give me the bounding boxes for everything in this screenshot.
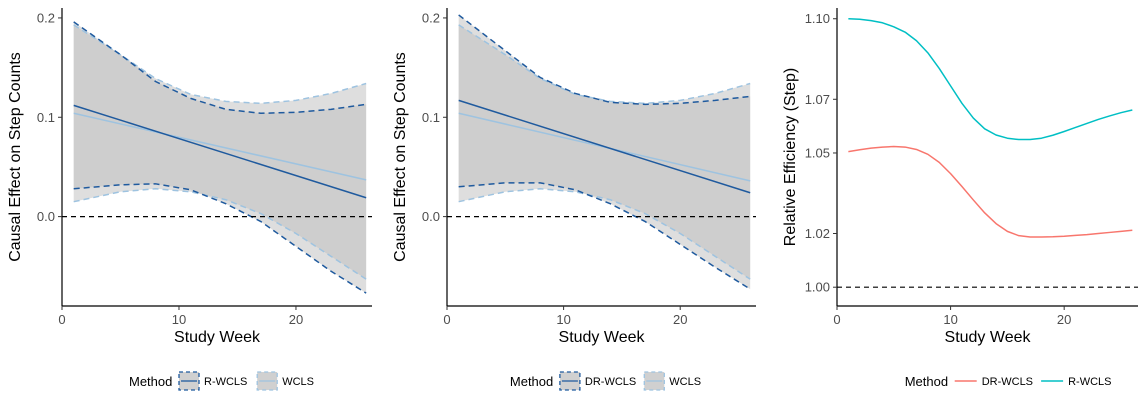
- legend-label-dr-wcls: DR-WCLS: [585, 376, 636, 388]
- y-tick-label: 0.1: [422, 110, 440, 125]
- ci-lower-dr-wcls: [458, 182, 751, 290]
- legend-title: Method: [905, 374, 948, 389]
- x-axis-title: Study Week: [945, 329, 1032, 346]
- y-tick-label: 0.1: [37, 110, 55, 125]
- ci-lower-wcls: [73, 188, 367, 280]
- y-tick-label: 0.0: [37, 209, 55, 224]
- legend-label-wcls: WCLS: [669, 376, 701, 388]
- y-tick-label: 1.10: [805, 11, 830, 26]
- chart-panel-1: 0.0 0.1 0.2 0 10 20 Study Week Causal Effect on…: [7, 8, 372, 391]
- y-tick-label: 1.02: [805, 226, 830, 241]
- x-tick-label: 10: [556, 312, 570, 327]
- series-line-dr-wcls: [458, 99, 751, 194]
- legend: Method DR-WCLS WCLS: [510, 371, 701, 391]
- x-tick-label: 0: [833, 312, 840, 327]
- x-tick-label: 20: [289, 312, 303, 327]
- y-axis-title: Causal Effect on Step Counts: [392, 52, 409, 262]
- chart-panel-2: 0.0 0.1 0.2 0 10 20 Study Week Causal Effect on…: [392, 8, 756, 391]
- legend-label-dr-wcls: DR-WCLS: [982, 376, 1033, 388]
- series-line-r-wcls: [73, 104, 367, 199]
- plot-area: [447, 14, 756, 290]
- x-tick-label: 20: [673, 312, 687, 327]
- legend: Method R-WCLS WCLS: [129, 371, 314, 391]
- y-tick-label: 1.00: [805, 280, 830, 295]
- x-tick-label: 10: [943, 312, 957, 327]
- legend: Method DR-WCLS R-WCLS: [905, 374, 1112, 389]
- ci-upper-wcls: [458, 24, 751, 105]
- x-tick-label: 20: [1057, 312, 1071, 327]
- legend-title: Method: [510, 374, 553, 389]
- ci-upper-r-wcls: [73, 21, 367, 115]
- legend-label-r-wcls: R-WCLS: [1068, 376, 1111, 388]
- y-axis-title: Causal Effect on Step Counts: [7, 52, 24, 262]
- y-tick-label: 1.07: [805, 92, 830, 107]
- ci-band-dr-wcls: [458, 14, 751, 290]
- series-line-dr-wcls: [848, 145, 1133, 238]
- x-tick-label: 0: [443, 312, 450, 327]
- series-line-wcls: [73, 112, 367, 181]
- x-axis-title: Study Week: [174, 329, 261, 346]
- legend-label-wcls: WCLS: [282, 376, 314, 388]
- ci-lower-wcls: [458, 188, 751, 280]
- y-tick-label: 0.2: [37, 10, 55, 25]
- ci-upper-dr-wcls: [458, 14, 751, 106]
- legend-title: Method: [129, 374, 172, 389]
- ci-lower-r-wcls: [73, 183, 367, 294]
- plot-area: [837, 17, 1138, 288]
- x-tick-label: 0: [58, 312, 65, 327]
- y-tick-label: 0.2: [422, 10, 440, 25]
- ci-upper-wcls: [73, 24, 367, 105]
- x-axis-title: Study Week: [559, 329, 646, 346]
- chart-panel-3: 1.00 1.02 1.05 1.07 1.10 0 10 20 Study Week Relat…: [782, 8, 1138, 389]
- y-tick-label: 1.05: [805, 145, 830, 160]
- y-axis-title: Relative Efficiency (Step): [782, 68, 799, 246]
- plot-area: [62, 21, 372, 294]
- ci-band-r-wcls: [73, 21, 367, 294]
- y-tick-label: 0.0: [422, 209, 440, 224]
- x-tick-label: 10: [172, 312, 186, 327]
- series-line-r-wcls: [848, 17, 1133, 141]
- legend-label-r-wcls: R-WCLS: [204, 376, 247, 388]
